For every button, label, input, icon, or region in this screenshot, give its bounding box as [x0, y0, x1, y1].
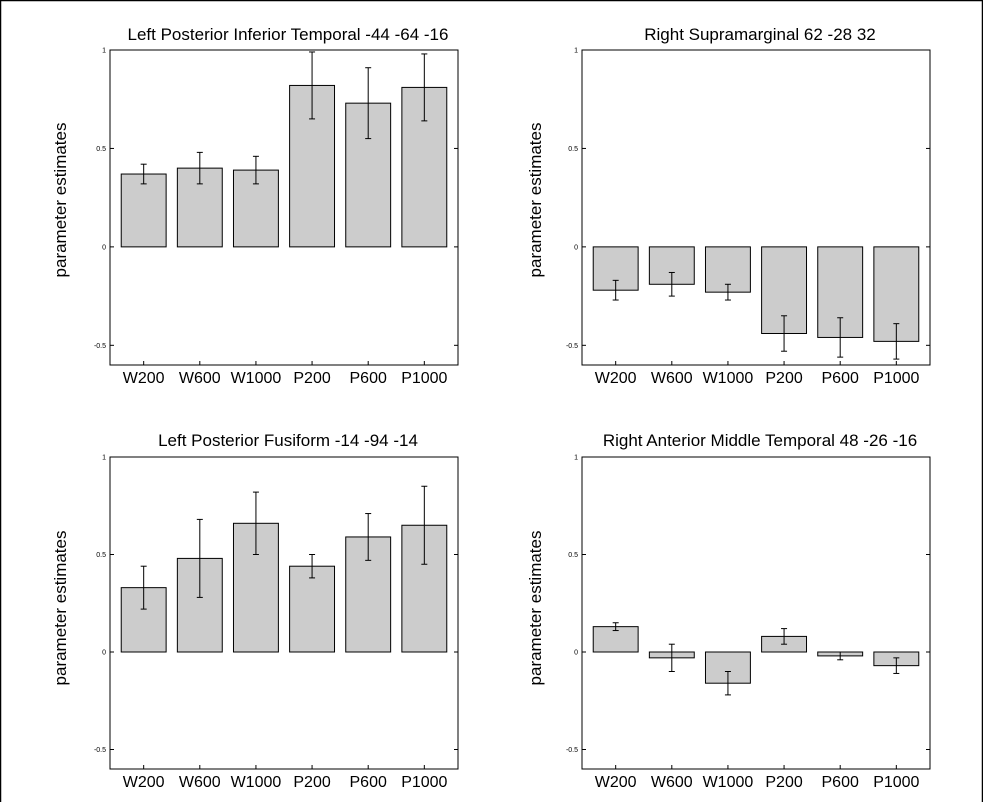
bar-w200: [592, 626, 639, 653]
x-tick-label: P200: [293, 774, 330, 791]
x-tick-label: W200: [123, 774, 165, 791]
x-tick-label: W600: [179, 774, 221, 791]
x-tick-label: P600: [350, 774, 387, 791]
x-tick-label: W600: [651, 774, 693, 791]
x-tick-label: W1000: [703, 774, 754, 791]
x-tick-label: W600: [651, 370, 693, 387]
x-tick-label: P200: [765, 774, 802, 791]
y-axis-label: parameter estimates: [526, 531, 545, 686]
x-tick-label: W200: [123, 370, 165, 387]
y-tick-label: -0.5: [566, 747, 578, 754]
y-tick-label: -0.5: [94, 747, 106, 754]
plot-frame: [109, 456, 459, 770]
y-tick-label: 0.5: [96, 146, 106, 153]
y-axis-label: parameter estimates: [51, 531, 70, 686]
x-tick-label: P200: [293, 370, 330, 387]
x-tick-label: W1000: [703, 370, 754, 387]
panel-right-anterior-middle-temporal: Right Anterior Middle Temporal 48 -26 -1…: [526, 431, 931, 791]
x-tick-label: W200: [595, 370, 637, 387]
panel-title: Left Posterior Fusiform -14 -94 -14: [158, 431, 418, 450]
x-tick-label: P1000: [401, 774, 447, 791]
panel-left-posterior-fusiform: Left Posterior Fusiform -14 -94 -14 para…: [51, 431, 459, 791]
y-tick-label: 1: [102, 455, 106, 462]
y-tick-label: 0: [574, 650, 578, 657]
x-tick-label: W1000: [231, 774, 282, 791]
panel-title: Right Supramarginal 62 -28 32: [644, 25, 876, 44]
y-tick-label: -0.5: [94, 343, 106, 350]
y-tick-label: 0: [574, 244, 578, 251]
y-axis-label: parameter estimates: [51, 123, 70, 278]
x-tick-label: P1000: [401, 370, 447, 387]
x-tick-label: W200: [595, 774, 637, 791]
x-tick-label: P1000: [873, 370, 919, 387]
y-tick-label: 0: [102, 244, 106, 251]
x-tick-label: P200: [765, 370, 802, 387]
panel-right-supramarginal: Right Supramarginal 62 -28 32 parameter …: [526, 25, 931, 387]
panel-title: Left Posterior Inferior Temporal -44 -64…: [128, 25, 449, 44]
x-tick-label: P600: [822, 774, 859, 791]
y-tick-label: 0: [102, 650, 106, 657]
panel-title: Right Anterior Middle Temporal 48 -26 -1…: [603, 431, 917, 450]
plot-frame: [109, 49, 459, 366]
y-axis-label: parameter estimates: [526, 123, 545, 278]
bar-p1000: [873, 246, 920, 342]
x-tick-label: P600: [822, 370, 859, 387]
y-tick-label: 1: [574, 48, 578, 55]
y-tick-label: 1: [102, 48, 106, 55]
plot-frame: [581, 49, 931, 366]
y-tick-label: 0.5: [96, 552, 106, 559]
x-tick-label: P600: [350, 370, 387, 387]
bar-p200: [289, 565, 336, 653]
x-tick-label: W600: [179, 370, 221, 387]
y-tick-label: 0.5: [568, 146, 578, 153]
x-tick-label: P1000: [873, 774, 919, 791]
panel-left-posterior-inferior-temporal: Left Posterior Inferior Temporal -44 -64…: [51, 25, 459, 387]
y-tick-label: 0.5: [568, 552, 578, 559]
y-tick-label: -0.5: [566, 343, 578, 350]
y-tick-label: 1: [574, 455, 578, 462]
bar-w200: [120, 173, 167, 248]
x-tick-label: W1000: [231, 370, 282, 387]
plot-frame: [581, 456, 931, 770]
